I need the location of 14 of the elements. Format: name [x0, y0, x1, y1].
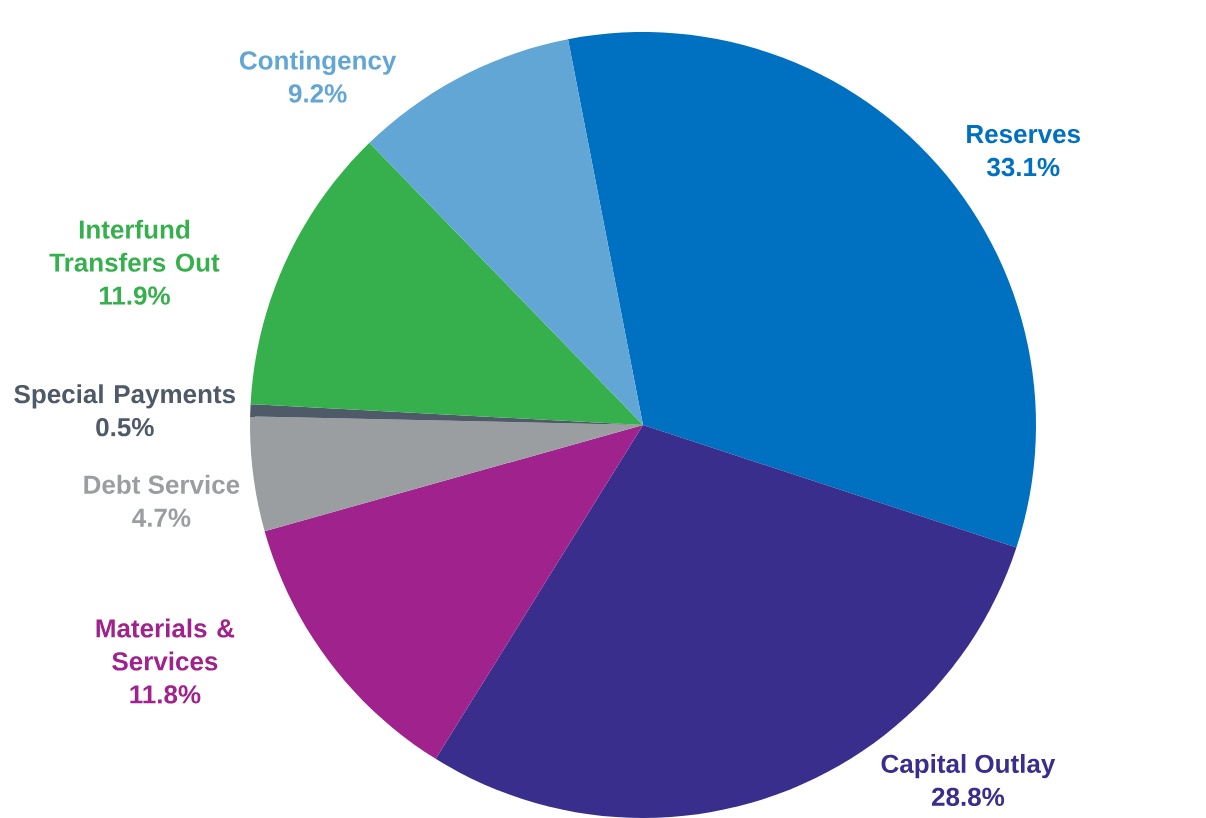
data-label: 9.2%: [288, 84, 347, 103]
slice-label: Debt Service: [84, 474, 240, 494]
slice-label: Contingency: [239, 50, 397, 75]
slice-label: Interfund Transfers Out: [49, 219, 220, 272]
data-label: 11.9%: [99, 286, 170, 305]
data-label: 11.8%: [130, 685, 201, 704]
data-label: 33.1%: [986, 157, 1060, 177]
slice-label: Reserves: [967, 125, 1080, 144]
slice-label: Special Payments: [14, 384, 235, 409]
data-label: 28.8%: [931, 787, 1005, 807]
data-label: 4.7%: [132, 508, 191, 527]
data-label: 0.5%: [96, 417, 154, 437]
slice-label: Materials & Services: [96, 618, 235, 671]
slice-label: Capital Outlay: [881, 753, 1056, 779]
